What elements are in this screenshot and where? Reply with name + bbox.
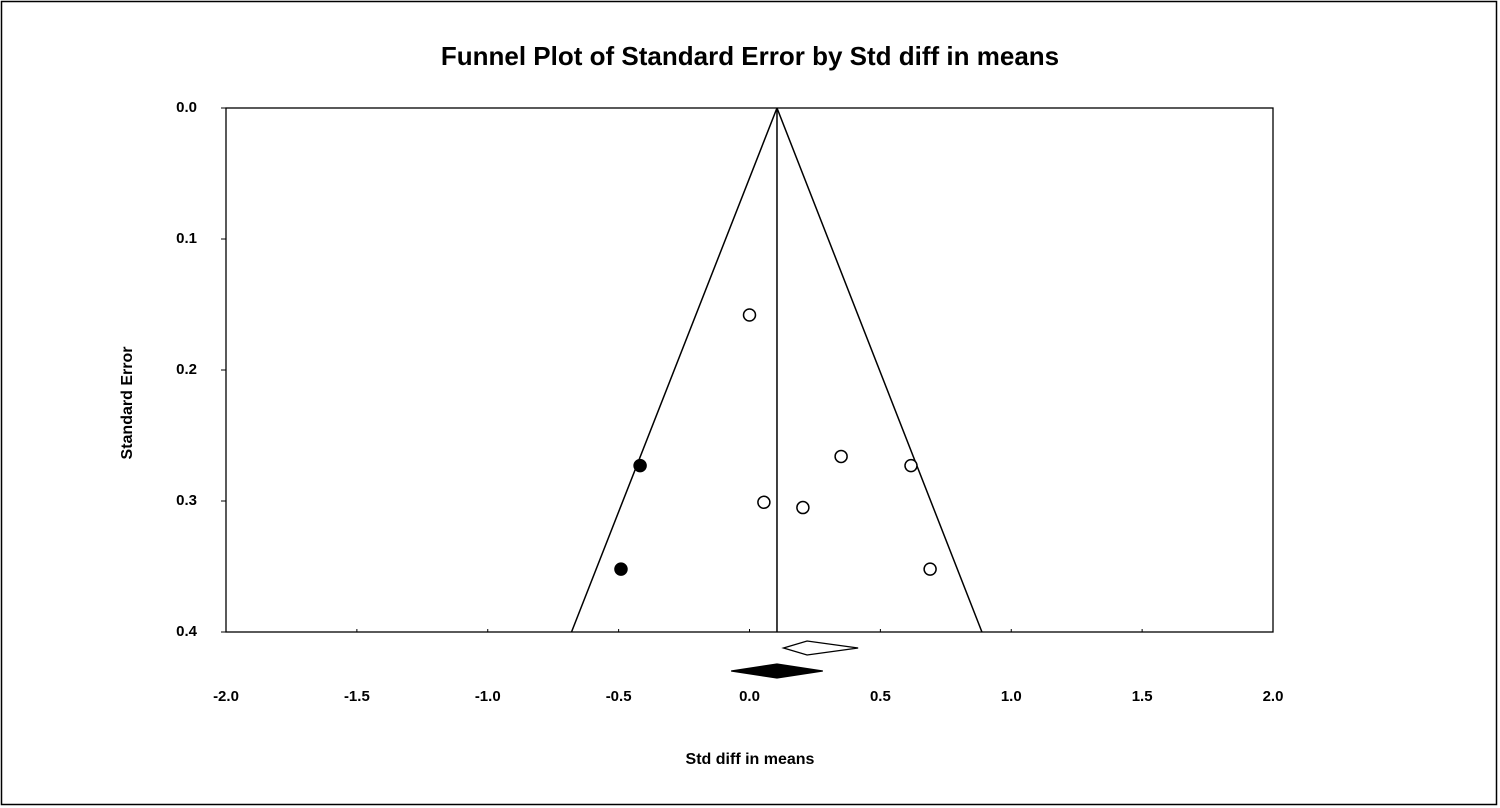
x-tick-label: -1.0 (475, 688, 501, 705)
x-tick-label: -2.0 (213, 688, 239, 705)
y-tick-label: 0.3 (176, 492, 197, 509)
study-point (796, 500, 810, 515)
study-point (757, 495, 771, 510)
x-tick-label: 0.0 (739, 688, 760, 705)
summary-diamond (781, 640, 859, 656)
x-tick-label: 2.0 (1263, 688, 1284, 705)
x-tick-label: 1.5 (1132, 688, 1153, 705)
y-tick-label: 0.0 (176, 99, 197, 116)
y-axis-label: Standard Error (119, 347, 136, 460)
study-point (904, 458, 918, 473)
study-point (633, 458, 647, 473)
x-tick-label: 0.5 (870, 688, 891, 705)
summary-diamond (731, 663, 823, 679)
study-point (834, 449, 848, 464)
funnel-right (776, 107, 983, 633)
x-tick-label: -1.5 (344, 688, 370, 705)
x-axis-label: Std diff in means (686, 751, 815, 768)
study-point (923, 562, 937, 576)
study-point (742, 308, 757, 322)
y-tick-label: 0.1 (176, 230, 197, 247)
y-tick-label: 0.4 (176, 623, 198, 640)
funnel-left (570, 107, 778, 633)
x-tick-label: 1.0 (1001, 688, 1022, 705)
y-tick-label: 0.2 (176, 361, 197, 378)
chart-title: Funnel Plot of Standard Error by Std dif… (441, 41, 1059, 71)
study-point (614, 562, 628, 576)
x-tick-label: -0.5 (606, 688, 632, 705)
